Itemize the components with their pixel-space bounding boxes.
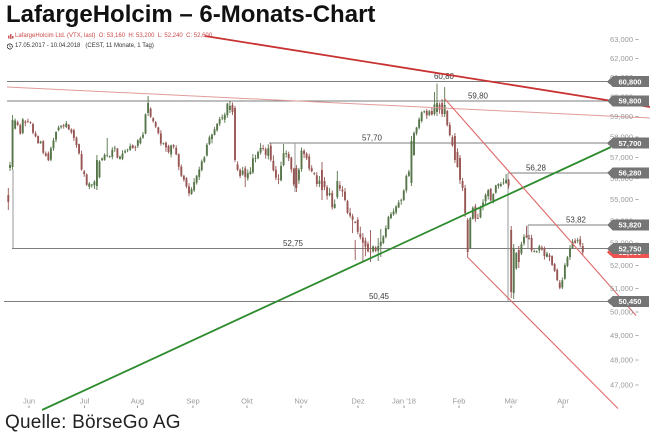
- svg-text:53,82: 53,82: [566, 216, 587, 225]
- svg-text:50,45: 50,45: [369, 292, 390, 301]
- svg-text:Feb: Feb: [453, 397, 466, 406]
- svg-text:57,700: 57,700: [619, 139, 642, 148]
- svg-text:52,75: 52,75: [283, 239, 304, 248]
- svg-text:59,000: 59,000: [610, 112, 633, 121]
- svg-text:62,000: 62,000: [610, 54, 633, 63]
- svg-text:52,000: 52,000: [610, 261, 633, 270]
- svg-text:Jul: Jul: [80, 397, 90, 406]
- svg-text:55,000: 55,000: [610, 195, 633, 204]
- svg-text:Nov: Nov: [294, 397, 308, 406]
- svg-text:56,28: 56,28: [526, 163, 547, 172]
- svg-text:57,70: 57,70: [362, 134, 383, 143]
- svg-text:47,000: 47,000: [610, 380, 633, 389]
- svg-text:Jun: Jun: [23, 397, 35, 406]
- svg-text:48,000: 48,000: [610, 356, 633, 365]
- svg-text:Okt: Okt: [241, 397, 254, 406]
- svg-text:60,80: 60,80: [434, 72, 455, 81]
- svg-text:63,000: 63,000: [610, 35, 633, 44]
- svg-text:Dez: Dez: [351, 397, 365, 406]
- svg-text:49,000: 49,000: [610, 331, 633, 340]
- svg-text:59,800: 59,800: [619, 97, 642, 106]
- svg-text:60,800: 60,800: [619, 77, 642, 86]
- svg-text:51,000: 51,000: [610, 284, 633, 293]
- svg-text:Jan '18: Jan '18: [392, 397, 416, 406]
- svg-text:58,000: 58,000: [610, 132, 633, 141]
- svg-text:53,820: 53,820: [619, 221, 642, 230]
- svg-text:52,750: 52,750: [619, 244, 642, 253]
- svg-text:50,000: 50,000: [610, 307, 633, 316]
- svg-text:59,80: 59,80: [468, 92, 489, 101]
- svg-text:50,450: 50,450: [619, 297, 642, 306]
- svg-text:Sep: Sep: [186, 397, 199, 406]
- svg-text:56,280: 56,280: [619, 169, 642, 178]
- svg-text:57,000: 57,000: [610, 153, 633, 162]
- svg-text:Aug: Aug: [131, 397, 144, 406]
- svg-text:Apr: Apr: [557, 397, 569, 406]
- svg-text:Mär: Mär: [505, 397, 518, 406]
